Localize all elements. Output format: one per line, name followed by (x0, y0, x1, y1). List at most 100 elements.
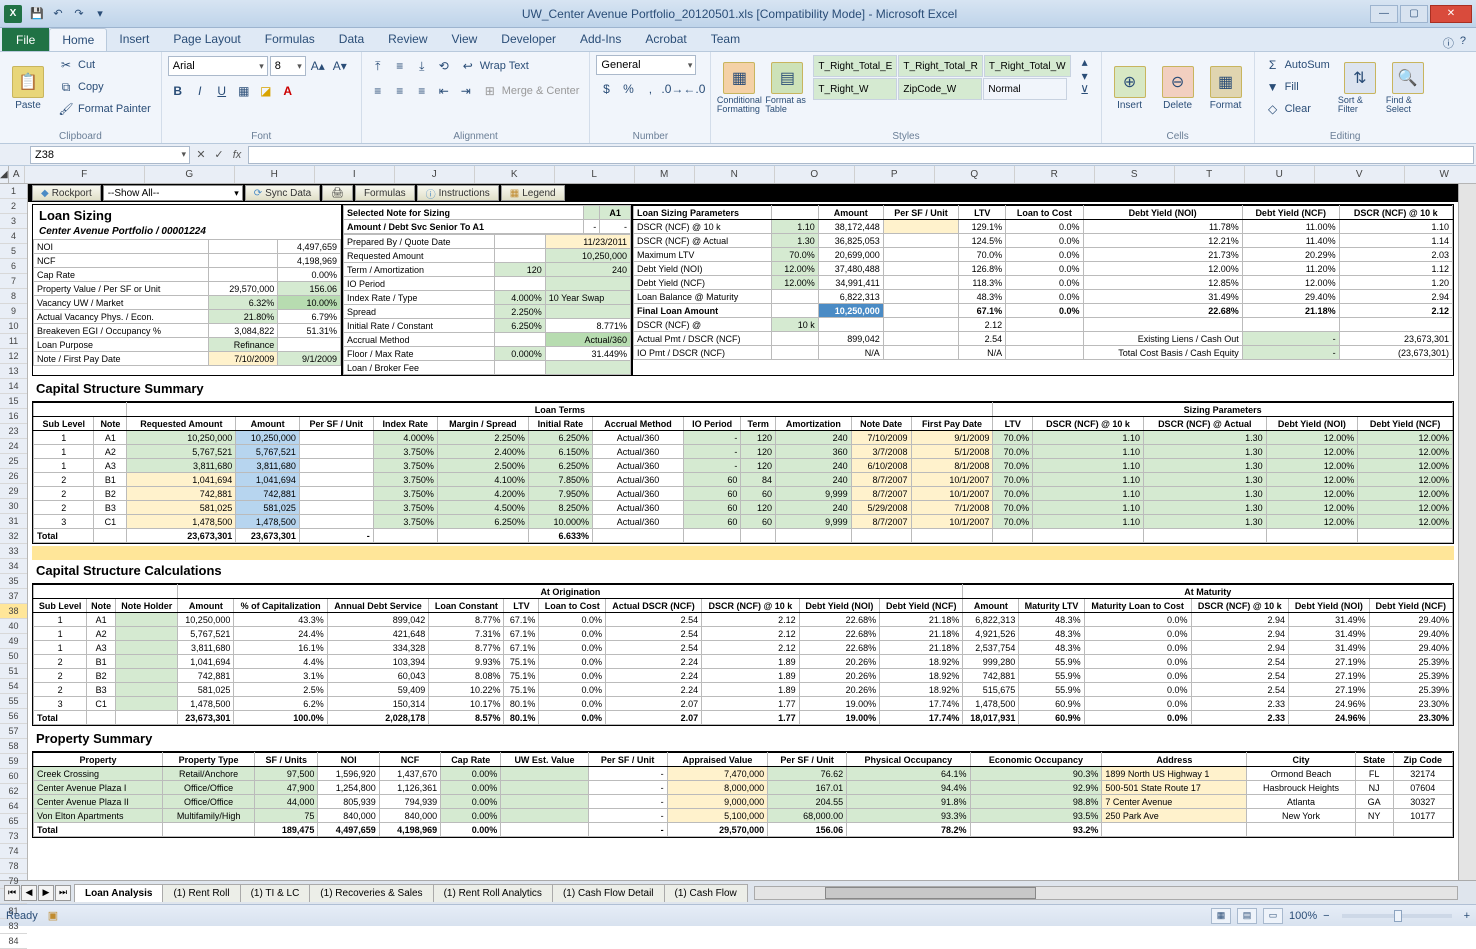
number-format-combo[interactable]: General (596, 55, 696, 75)
qat-more-icon[interactable]: ▾ (91, 5, 109, 23)
row-header[interactable]: 78 (0, 859, 27, 874)
row-header[interactable]: 13 (0, 364, 27, 379)
row-header[interactable]: 49 (0, 634, 27, 649)
tab-prev-icon[interactable]: ◀ (21, 885, 37, 901)
select-all-corner[interactable]: ◢ (0, 166, 9, 183)
showall-dropdown[interactable]: --Show All-- (103, 185, 243, 201)
column-header[interactable]: T (1175, 166, 1245, 183)
minimize-button[interactable]: — (1370, 5, 1398, 23)
formulas-button[interactable]: Formulas (355, 185, 415, 201)
column-header[interactable]: R (1015, 166, 1095, 183)
comma-icon[interactable]: , (640, 79, 660, 99)
row-header[interactable]: 40 (0, 619, 27, 634)
grow-font-icon[interactable]: A▴ (308, 56, 328, 76)
macro-record-icon[interactable]: ▣ (48, 909, 58, 922)
inc-decimal-icon[interactable]: .0→ (662, 79, 682, 99)
instructions-button[interactable]: ⓘInstructions (417, 185, 499, 201)
column-header[interactable]: V (1315, 166, 1405, 183)
autosum-button[interactable]: ΣAutoSum (1261, 55, 1334, 75)
row-header[interactable]: 3 (0, 214, 27, 229)
align-bottom-icon[interactable]: ⤓ (412, 56, 432, 76)
tab-last-icon[interactable]: ⏭ (55, 885, 71, 901)
undo-icon[interactable]: ↶ (49, 5, 67, 23)
ribbon-tab-formulas[interactable]: Formulas (253, 28, 327, 50)
row-header[interactable]: 9 (0, 304, 27, 319)
border-button[interactable]: ▦ (234, 81, 254, 101)
ribbon-tab-insert[interactable]: Insert (107, 28, 161, 50)
dec-decimal-icon[interactable]: ←.0 (684, 79, 704, 99)
row-header[interactable]: 33 (0, 544, 27, 559)
row-header[interactable]: 58 (0, 739, 27, 754)
row-header[interactable]: 4 (0, 229, 27, 244)
find-select-button[interactable]: 🔍Find & Select (1386, 55, 1430, 121)
help-icon[interactable]: ? (1460, 35, 1466, 51)
column-header[interactable]: Q (935, 166, 1015, 183)
row-header[interactable]: 16 (0, 409, 27, 424)
column-header[interactable]: W (1405, 166, 1476, 183)
row-header[interactable]: 73 (0, 829, 27, 844)
row-header[interactable]: 56 (0, 709, 27, 724)
align-right-icon[interactable]: ≡ (412, 81, 432, 101)
row-header[interactable]: 51 (0, 664, 27, 679)
style-cell[interactable]: T_Right_Total_W (984, 55, 1071, 77)
row-header[interactable]: 59 (0, 754, 27, 769)
row-header[interactable]: 23 (0, 424, 27, 439)
row-header[interactable]: 31 (0, 514, 27, 529)
row-header[interactable]: 74 (0, 844, 27, 859)
column-header[interactable]: H (235, 166, 315, 183)
formula-bar[interactable] (248, 146, 1474, 164)
style-cell[interactable]: T_Right_W (813, 78, 897, 100)
close-button[interactable]: ✕ (1430, 5, 1472, 23)
column-header[interactable]: J (395, 166, 475, 183)
fill-button[interactable]: ▼Fill (1261, 77, 1334, 97)
merge-button[interactable]: ⊞Merge & Center (478, 81, 584, 101)
font-color-button[interactable]: A (278, 81, 298, 101)
row-header[interactable]: 12 (0, 349, 27, 364)
sheet-tab[interactable]: (1) Rent Roll Analytics (433, 884, 553, 902)
insert-button[interactable]: ⊕Insert (1108, 55, 1152, 121)
sort-filter-button[interactable]: ⇅Sort & Filter (1338, 55, 1382, 121)
ribbon-tab-page-layout[interactable]: Page Layout (161, 28, 252, 50)
ribbon-tab-add-ins[interactable]: Add-Ins (568, 28, 633, 50)
row-header[interactable]: 2 (0, 199, 27, 214)
column-header[interactable]: P (855, 166, 935, 183)
zoom-slider[interactable] (1342, 914, 1452, 918)
sheet-tab[interactable]: (1) Cash Flow (664, 884, 748, 902)
align-left-icon[interactable]: ≡ (368, 81, 388, 101)
column-header[interactable]: N (695, 166, 775, 183)
sheet-tab[interactable]: (1) Recoveries & Sales (309, 884, 433, 902)
column-header[interactable]: G (145, 166, 235, 183)
wrap-text-button[interactable]: ↩Wrap Text (456, 56, 533, 76)
legend-button[interactable]: ▦Legend (501, 185, 565, 201)
ribbon-tab-data[interactable]: Data (327, 28, 376, 50)
align-center-icon[interactable]: ≡ (390, 81, 410, 101)
align-middle-icon[interactable]: ≡ (390, 56, 410, 76)
style-cell[interactable]: ZipCode_W (898, 78, 982, 100)
row-header[interactable]: 35 (0, 574, 27, 589)
row-header[interactable]: 30 (0, 499, 27, 514)
ribbon-tab-acrobat[interactable]: Acrobat (633, 28, 698, 50)
column-header[interactable]: O (775, 166, 855, 183)
styles-down-icon[interactable]: ▾ (1075, 69, 1095, 83)
bold-button[interactable]: B (168, 81, 188, 101)
row-header[interactable]: 15 (0, 394, 27, 409)
italic-button[interactable]: I (190, 81, 210, 101)
fill-color-button[interactable]: ◪ (256, 81, 276, 101)
row-header[interactable]: 24 (0, 439, 27, 454)
page-layout-view-button[interactable]: ▤ (1237, 908, 1257, 924)
ribbon-tab-team[interactable]: Team (699, 28, 752, 50)
row-header[interactable]: 37 (0, 589, 27, 604)
file-tab[interactable]: File (2, 28, 49, 51)
enter-formula-icon[interactable]: ✓ (210, 146, 228, 164)
zoom-out-button[interactable]: − (1323, 910, 1329, 922)
row-header[interactable]: 14 (0, 379, 27, 394)
indent-dec-icon[interactable]: ⇤ (434, 81, 454, 101)
cancel-formula-icon[interactable]: ✕ (192, 146, 210, 164)
row-header[interactable]: 60 (0, 769, 27, 784)
sync-data-button[interactable]: ⟳Sync Data (245, 185, 321, 201)
format-painter-button[interactable]: 🖌Format Painter (54, 99, 155, 119)
maximize-button[interactable]: ▢ (1400, 5, 1428, 23)
percent-icon[interactable]: % (618, 79, 638, 99)
styles-more-icon[interactable]: ⊻ (1075, 83, 1095, 97)
shrink-font-icon[interactable]: A▾ (330, 56, 350, 76)
